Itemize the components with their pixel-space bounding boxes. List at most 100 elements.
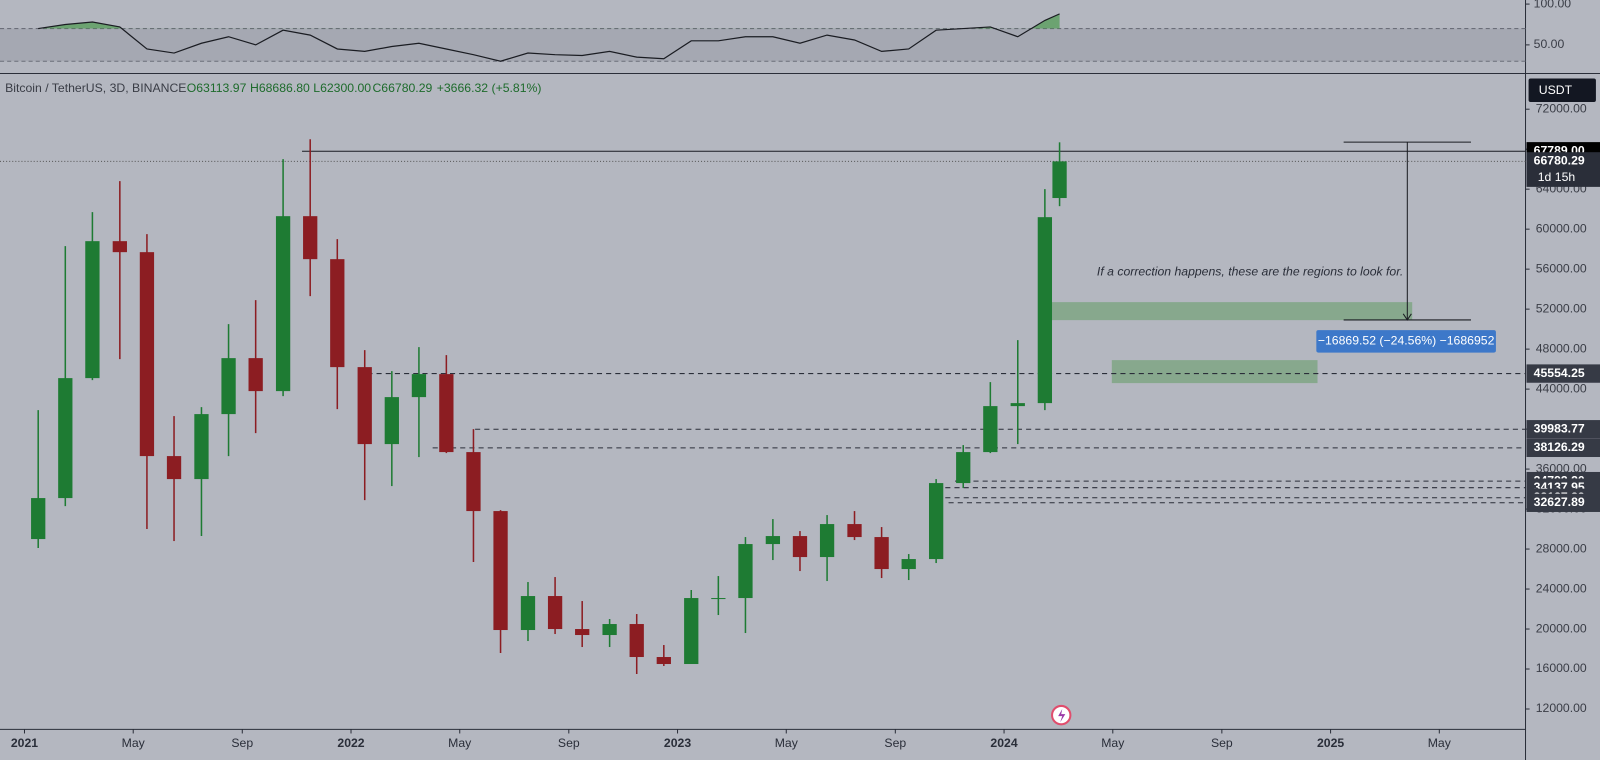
y-tick-label: 60000.00 bbox=[1536, 221, 1587, 235]
x-tick-label: Sep bbox=[558, 736, 580, 750]
symbol: Bitcoin / TetherUS, 3D, BINANCE bbox=[5, 81, 186, 95]
candle-body bbox=[874, 537, 889, 570]
y-tick-label: 36000.00 bbox=[1536, 461, 1587, 475]
currency: USDT bbox=[1539, 83, 1573, 97]
candle-body bbox=[520, 596, 536, 631]
candle-body bbox=[466, 452, 481, 512]
x-tick-label: 2022 bbox=[337, 736, 364, 750]
candle-body bbox=[738, 544, 753, 599]
x-tick-label: Sep bbox=[1211, 736, 1233, 750]
y-tick-label: 48000.00 bbox=[1536, 341, 1587, 355]
measure-label: −16869.52 (−24.56%) −1686952 bbox=[1318, 334, 1495, 348]
candle-body bbox=[629, 624, 644, 658]
candle-body bbox=[602, 624, 617, 636]
y-tick-label: 44000.00 bbox=[1536, 381, 1587, 395]
candle-body bbox=[139, 252, 155, 457]
last-price-label: 66780.29 bbox=[1534, 154, 1585, 168]
countdown: 1d 15h bbox=[1538, 170, 1576, 184]
rsi-line bbox=[38, 13, 1060, 62]
candle-body bbox=[112, 241, 127, 253]
candle-body bbox=[303, 216, 318, 260]
candles bbox=[31, 139, 1067, 675]
candle-body bbox=[493, 511, 508, 631]
price-label: 45554.25 bbox=[1534, 366, 1585, 380]
y-tick-label: 28000.00 bbox=[1536, 541, 1587, 555]
candle-body bbox=[901, 559, 916, 570]
candle-body bbox=[357, 367, 372, 445]
candle-body bbox=[85, 241, 100, 379]
price-label-box bbox=[1526, 364, 1600, 383]
logo bbox=[1051, 704, 1072, 726]
x-tick-label: Sep bbox=[884, 736, 906, 750]
price-label: 39983.77 bbox=[1534, 421, 1585, 435]
candle-body bbox=[439, 374, 454, 453]
price-label-box bbox=[1526, 438, 1600, 458]
x-tick-label: 2024 bbox=[990, 736, 1017, 750]
candle-body bbox=[656, 657, 671, 665]
candle-body bbox=[1037, 217, 1053, 404]
candle-body bbox=[248, 358, 263, 392]
high: H68686.80 bbox=[250, 81, 310, 95]
y-tick-label: 20000.00 bbox=[1536, 621, 1587, 635]
currency-box bbox=[1528, 78, 1596, 103]
support-zone bbox=[1049, 302, 1413, 321]
change: +3666.32 (+5.81%) bbox=[437, 81, 542, 95]
y-tick-label: 72000.00 bbox=[1536, 101, 1587, 115]
candle-body bbox=[792, 536, 808, 558]
x-tick-label: May bbox=[775, 736, 799, 750]
annotation: If a correction happens, these are the r… bbox=[1097, 265, 1403, 279]
x-tick-label: May bbox=[448, 736, 472, 750]
header: Bitcoin / TetherUS, 3D, BINANCE O63113.9… bbox=[5, 81, 541, 95]
y-tick-label: 56000.00 bbox=[1536, 261, 1587, 275]
candle-body bbox=[221, 358, 236, 415]
last-price-box bbox=[1526, 152, 1600, 187]
candle-body bbox=[275, 216, 291, 392]
close: C66780.29 bbox=[372, 81, 432, 95]
candle-body bbox=[547, 596, 563, 630]
candle-body bbox=[956, 452, 971, 484]
candle-body bbox=[58, 378, 73, 499]
x-tick-label: May bbox=[1101, 736, 1125, 750]
y-tick-label: 12000.00 bbox=[1536, 701, 1587, 715]
price-label: 38126.29 bbox=[1534, 440, 1585, 454]
measure-arrowhead bbox=[1402, 313, 1412, 321]
y-tick-label: 24000.00 bbox=[1536, 581, 1587, 595]
x-tick-label: 2021 bbox=[11, 736, 38, 750]
price-label-box bbox=[1526, 493, 1600, 512]
x-tick-label: May bbox=[122, 736, 146, 750]
candle-body bbox=[819, 524, 835, 558]
candle-body bbox=[194, 414, 209, 480]
x-tick-label: Sep bbox=[231, 736, 253, 750]
candle-body bbox=[384, 397, 399, 445]
x-tick-label: May bbox=[1428, 736, 1452, 750]
candle-body bbox=[575, 629, 590, 636]
y-tick-label: 52000.00 bbox=[1536, 301, 1587, 315]
candle-body bbox=[847, 524, 862, 538]
rsi-tick-label: 100.00 bbox=[1534, 0, 1572, 10]
rsi-tick-label: 50.00 bbox=[1534, 37, 1565, 51]
support-zone bbox=[1111, 360, 1318, 384]
measure-label-box bbox=[1316, 330, 1496, 353]
candle-body bbox=[711, 598, 726, 600]
candle-body bbox=[928, 483, 944, 560]
candle-body bbox=[330, 259, 345, 368]
candle-body bbox=[765, 536, 781, 545]
candle-body bbox=[1052, 161, 1067, 199]
price-label-box bbox=[1526, 420, 1600, 439]
low: L62300.00 bbox=[313, 81, 371, 95]
logo-bolt bbox=[1058, 708, 1066, 723]
price-label: 32627.89 bbox=[1534, 495, 1585, 509]
candle-body bbox=[1010, 403, 1025, 407]
candle-body bbox=[166, 456, 182, 480]
rsi-band-fill bbox=[0, 28, 1526, 62]
candle-body bbox=[411, 374, 427, 398]
y-tick-label: 16000.00 bbox=[1536, 661, 1587, 675]
candle-body bbox=[684, 598, 699, 665]
candle-body bbox=[31, 498, 46, 540]
x-tick-label: 2023 bbox=[664, 736, 691, 750]
x-tick-label: 2025 bbox=[1317, 736, 1344, 750]
candle-body bbox=[983, 406, 998, 453]
